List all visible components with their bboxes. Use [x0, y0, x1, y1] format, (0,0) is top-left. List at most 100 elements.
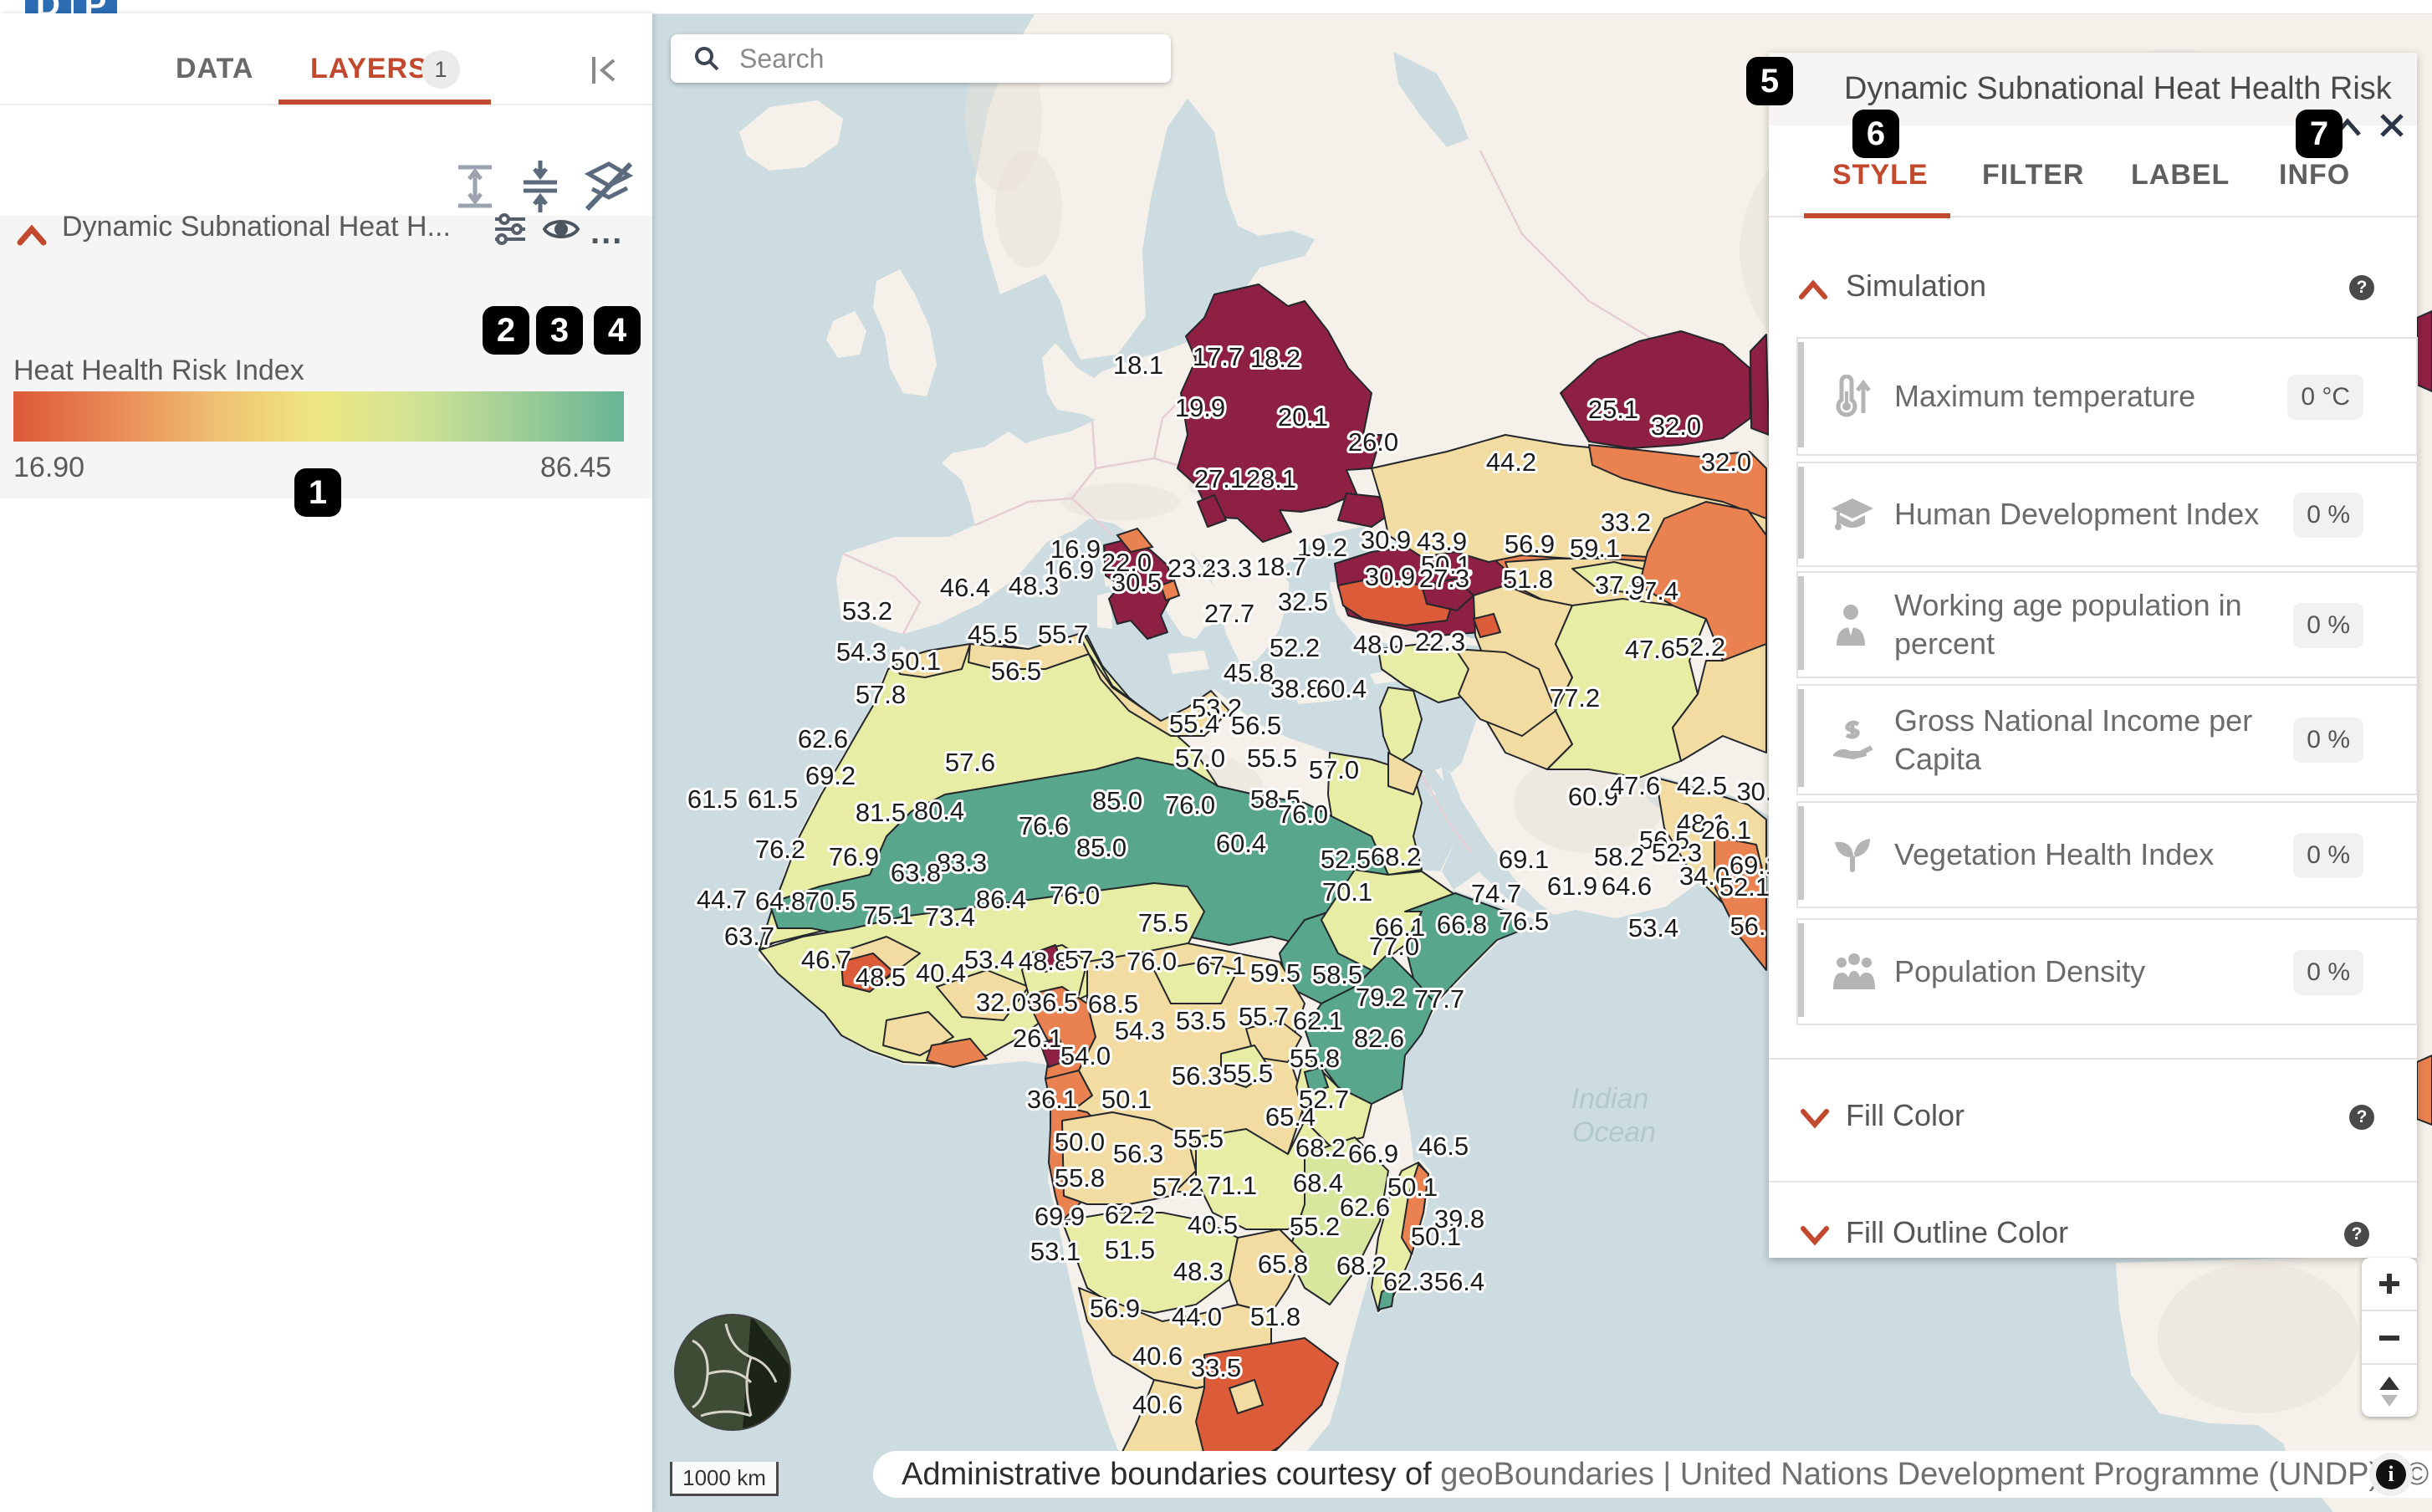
svg-text:53.1: 53.1 — [1030, 1237, 1081, 1266]
svg-text:53.5: 53.5 — [1176, 1006, 1226, 1035]
svg-text:48.0: 48.0 — [1353, 630, 1403, 659]
svg-text:44.2: 44.2 — [1486, 447, 1536, 477]
svg-text:28.1: 28.1 — [1246, 464, 1296, 493]
svg-text:27.1: 27.1 — [1194, 464, 1244, 493]
svg-text:46.4: 46.4 — [940, 573, 990, 602]
svg-text:34.0: 34.0 — [1679, 861, 1729, 891]
svg-text:56.9: 56.9 — [1505, 529, 1555, 559]
svg-text:47.6: 47.6 — [1625, 635, 1675, 664]
svg-text:57.2: 57.2 — [1152, 1172, 1203, 1202]
svg-text:66.1: 66.1 — [1375, 912, 1425, 942]
svg-text:51.8: 51.8 — [1503, 564, 1553, 594]
svg-text:81.5: 81.5 — [856, 798, 906, 827]
svg-text:48.1: 48.1 — [1677, 809, 1727, 838]
svg-text:40.6: 40.6 — [1132, 1390, 1183, 1419]
svg-text:77.2: 77.2 — [1550, 683, 1600, 713]
svg-text:52.2: 52.2 — [1270, 633, 1320, 662]
svg-text:27.3: 27.3 — [1419, 564, 1469, 593]
svg-text:69.1: 69.1 — [1499, 845, 1549, 874]
svg-text:44.7: 44.7 — [697, 885, 747, 914]
svg-text:55.5: 55.5 — [1223, 1059, 1273, 1088]
svg-text:86.4: 86.4 — [976, 885, 1026, 914]
svg-text:79.2: 79.2 — [1356, 983, 1406, 1012]
svg-text:71.1: 71.1 — [1207, 1171, 1257, 1200]
svg-text:Indian: Indian — [1571, 1083, 1649, 1115]
svg-text:70.5: 70.5 — [805, 886, 856, 916]
svg-text:74.7: 74.7 — [1471, 879, 1521, 908]
svg-text:58.5: 58.5 — [1312, 960, 1362, 989]
svg-text:76.5: 76.5 — [1499, 907, 1549, 936]
svg-text:57.0: 57.0 — [1309, 755, 1359, 784]
svg-text:60.4: 60.4 — [1216, 829, 1266, 858]
svg-text:44.0: 44.0 — [1172, 1302, 1222, 1331]
svg-text:55.2: 55.2 — [1290, 1212, 1340, 1241]
svg-text:36.1: 36.1 — [1027, 1085, 1077, 1114]
svg-text:52.2: 52.2 — [1675, 632, 1725, 662]
svg-text:56.9: 56.9 — [1090, 1294, 1140, 1323]
svg-text:55.7: 55.7 — [1038, 620, 1088, 649]
svg-text:52.5: 52.5 — [1321, 845, 1371, 874]
svg-text:45.8: 45.8 — [1224, 658, 1274, 687]
svg-text:59.1: 59.1 — [1570, 534, 1620, 563]
svg-text:56.5: 56.5 — [991, 656, 1041, 686]
svg-text:77.7: 77.7 — [1414, 984, 1464, 1014]
svg-text:75.1: 75.1 — [863, 901, 913, 930]
svg-text:52.7: 52.7 — [1299, 1085, 1349, 1114]
svg-text:32.0: 32.0 — [1701, 447, 1751, 477]
svg-text:26.1: 26.1 — [1701, 815, 1751, 845]
svg-text:53.4: 53.4 — [1628, 913, 1678, 942]
svg-text:68.4: 68.4 — [1293, 1168, 1343, 1198]
svg-text:56.: 56. — [1729, 912, 1765, 941]
svg-text:48.5: 48.5 — [856, 963, 906, 992]
svg-text:76.0: 76.0 — [1127, 947, 1177, 976]
svg-text:42.5: 42.5 — [1677, 771, 1727, 800]
svg-text:33.5: 33.5 — [1191, 1353, 1241, 1382]
svg-text:30.9: 30.9 — [1361, 525, 1411, 554]
svg-text:66.8: 66.8 — [1437, 910, 1487, 939]
svg-text:76.6: 76.6 — [1019, 811, 1069, 840]
svg-text:50.1: 50.1 — [1421, 550, 1471, 580]
svg-text:62.6: 62.6 — [1340, 1193, 1390, 1222]
svg-text:30.: 30. — [1736, 777, 1772, 806]
svg-text:59.5: 59.5 — [1250, 958, 1300, 988]
svg-text:46.5: 46.5 — [1418, 1131, 1469, 1161]
svg-text:38.8: 38.8 — [1270, 674, 1321, 703]
svg-text:63.7: 63.7 — [724, 922, 774, 951]
svg-text:77.0: 77.0 — [1369, 932, 1419, 961]
svg-text:30.5: 30.5 — [1111, 568, 1162, 597]
svg-text:69.2: 69.2 — [805, 761, 856, 790]
svg-text:43.9: 43.9 — [1417, 527, 1467, 556]
svg-text:80.4: 80.4 — [914, 796, 964, 825]
svg-text:85.0: 85.0 — [1092, 786, 1142, 815]
svg-text:68.2: 68.2 — [1336, 1251, 1387, 1280]
svg-text:76.0: 76.0 — [1050, 881, 1100, 910]
svg-text:39.8: 39.8 — [1434, 1204, 1484, 1234]
svg-text:54.3: 54.3 — [1115, 1016, 1165, 1045]
svg-text:54.3: 54.3 — [836, 637, 886, 667]
svg-text:17.7: 17.7 — [1193, 342, 1243, 371]
svg-text:52.3: 52.3 — [1652, 838, 1702, 867]
svg-text:16.9: 16.9 — [1050, 534, 1101, 564]
svg-text:67.1: 67.1 — [1196, 951, 1246, 980]
svg-text:50.1: 50.1 — [1101, 1085, 1152, 1114]
svg-text:22.3: 22.3 — [1415, 627, 1465, 656]
svg-text:25.1: 25.1 — [1588, 395, 1638, 424]
svg-text:55.5: 55.5 — [1247, 743, 1297, 773]
svg-text:56.5: 56.5 — [1639, 825, 1689, 855]
svg-text:48.3: 48.3 — [1009, 571, 1059, 600]
svg-text:55.5: 55.5 — [1173, 1124, 1224, 1153]
svg-text:56.3: 56.3 — [1113, 1139, 1163, 1168]
svg-text:19.9: 19.9 — [1175, 393, 1225, 422]
svg-text:40.5: 40.5 — [1188, 1210, 1238, 1239]
svg-text:23.3: 23.3 — [1202, 554, 1252, 583]
svg-text:36.5: 36.5 — [1028, 988, 1078, 1017]
svg-text:55.7: 55.7 — [1239, 1002, 1289, 1031]
svg-text:30.9: 30.9 — [1365, 562, 1415, 591]
svg-text:62.6: 62.6 — [798, 724, 848, 753]
svg-text:18.1: 18.1 — [1113, 350, 1163, 380]
svg-text:68.5: 68.5 — [1088, 989, 1138, 1019]
svg-text:22.0: 22.0 — [1101, 548, 1152, 577]
svg-text:73.4: 73.4 — [925, 902, 975, 932]
svg-text:75.5: 75.5 — [1138, 908, 1188, 937]
svg-text:32.0: 32.0 — [976, 988, 1026, 1017]
